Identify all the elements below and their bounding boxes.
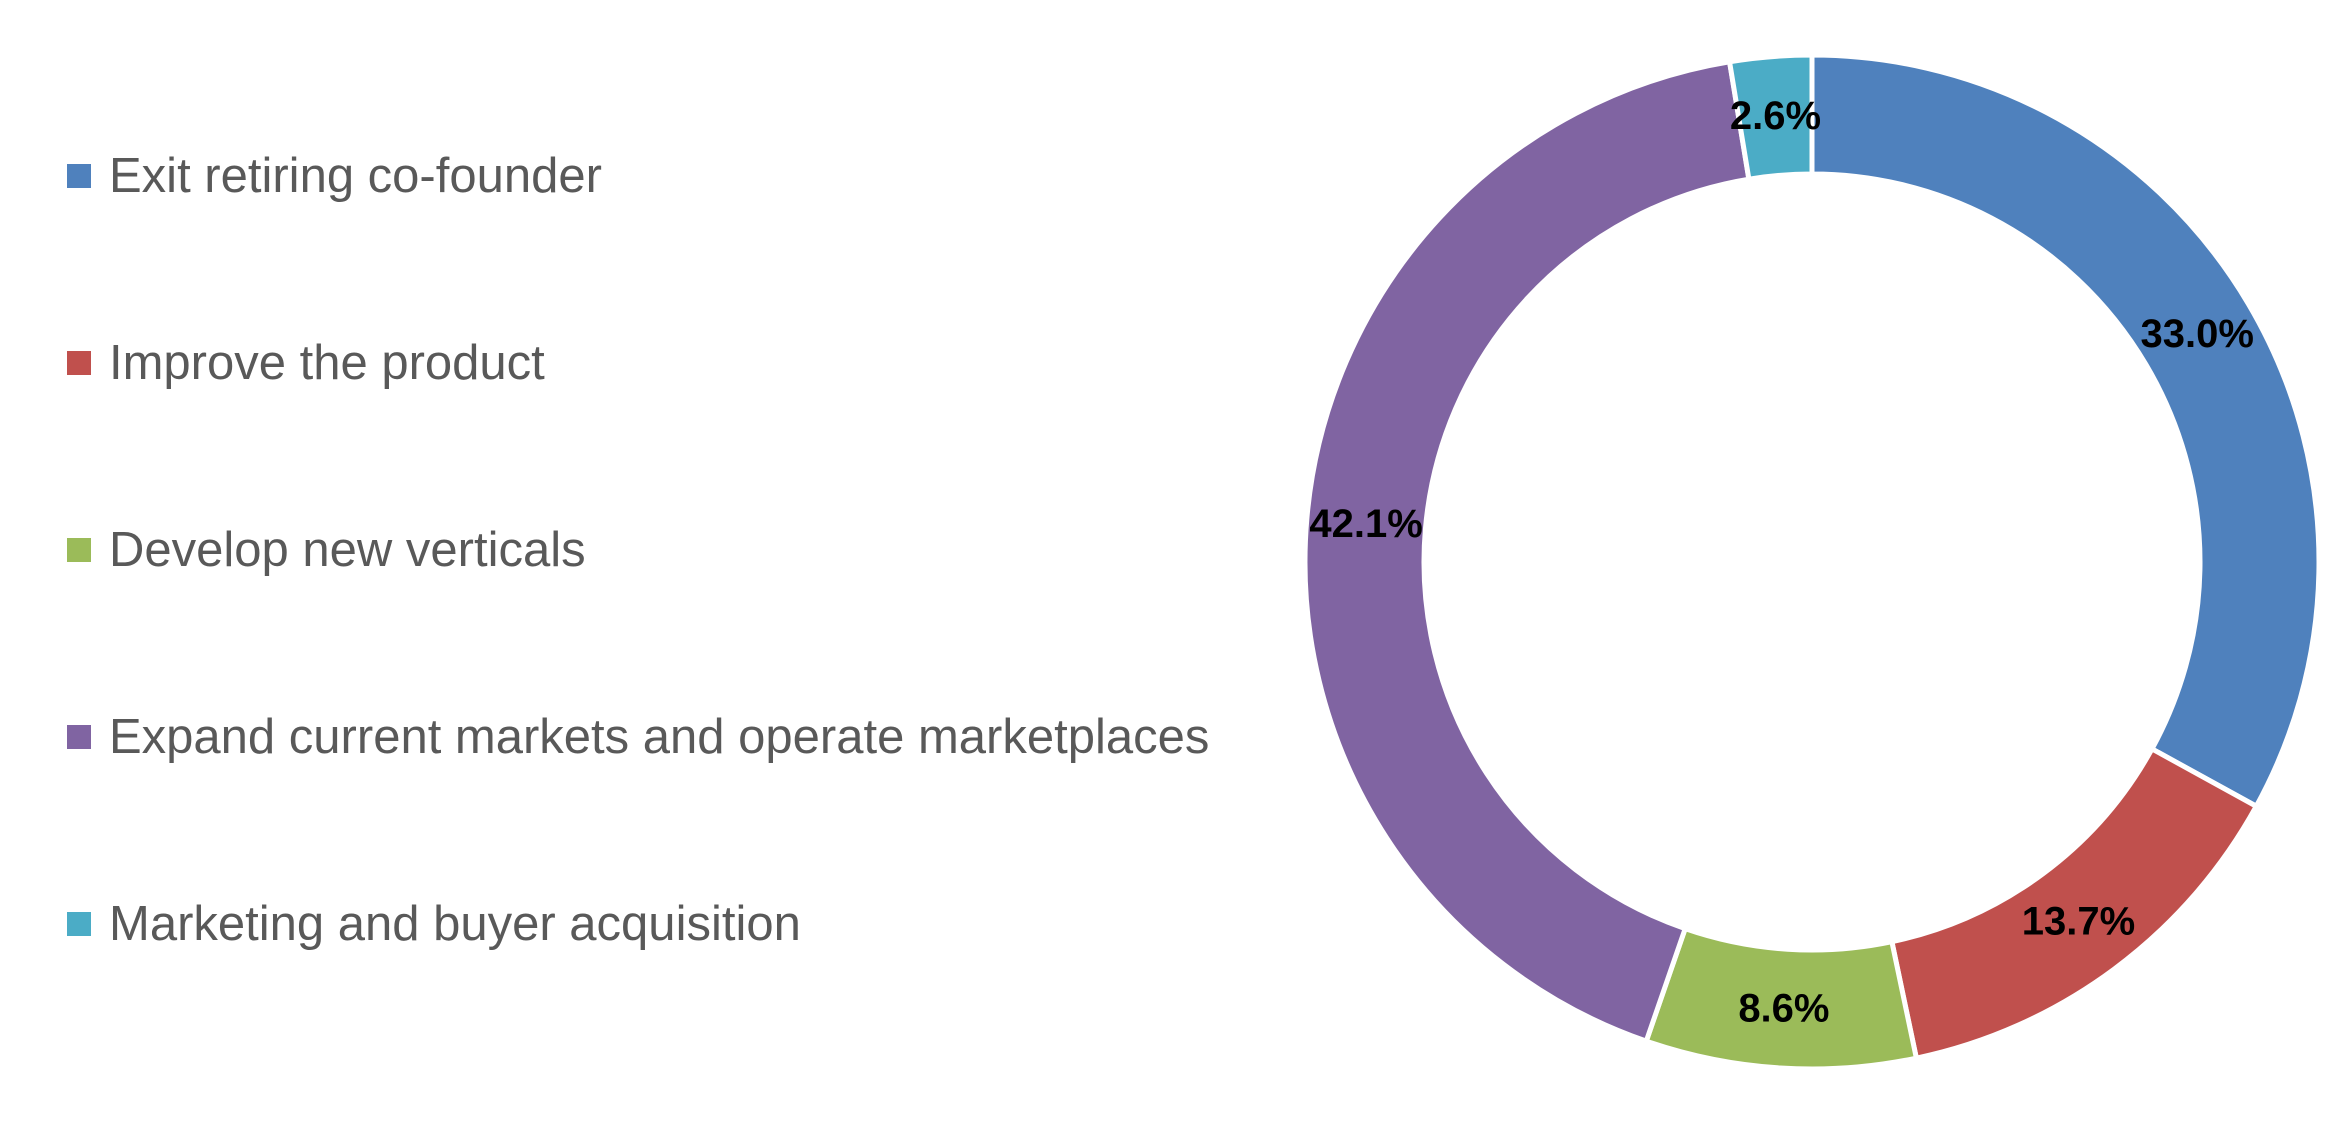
legend-item-expand-current-markets: Expand current markets and operate marke… [67,710,1210,764]
legend-item-improve-the-product: Improve the product [67,336,1209,390]
data-label-5: 2.6% [1730,94,1821,138]
legend-swatch [67,538,91,562]
legend-label: Improve the product [109,336,545,390]
data-label-1: 33.0% [2140,312,2253,356]
legend-item-exit-retiring-co-founder: Exit retiring co-founder [67,149,1209,203]
legend-swatch [67,912,91,936]
data-label-2: 13.7% [2022,900,2135,944]
donut-slice-5 [1727,52,1815,182]
legend-label: Exit retiring co-founder [109,149,602,203]
legend-swatch [67,351,91,375]
legend-item-develop-new-verticals: Develop new verticals [67,523,1209,577]
legend-swatch [67,164,91,188]
chart-legend: Exit retiring co-founder Improve the pro… [67,149,1210,1085]
donut-slice-1 [1809,52,2322,809]
legend-label: Develop new verticals [109,523,586,577]
legend-swatch [67,725,91,749]
legend-label: Marketing and buyer acquisition [109,897,801,951]
legend-item-marketing-and-buyer-acquisition: Marketing and buyer acquisition [67,897,1209,951]
legend-label: Expand current markets and operate marke… [109,710,1210,764]
donut-slice-4 [1302,59,1752,1044]
data-label-3: 8.6% [1738,987,1829,1031]
data-label-4: 42.1% [1309,502,1422,546]
